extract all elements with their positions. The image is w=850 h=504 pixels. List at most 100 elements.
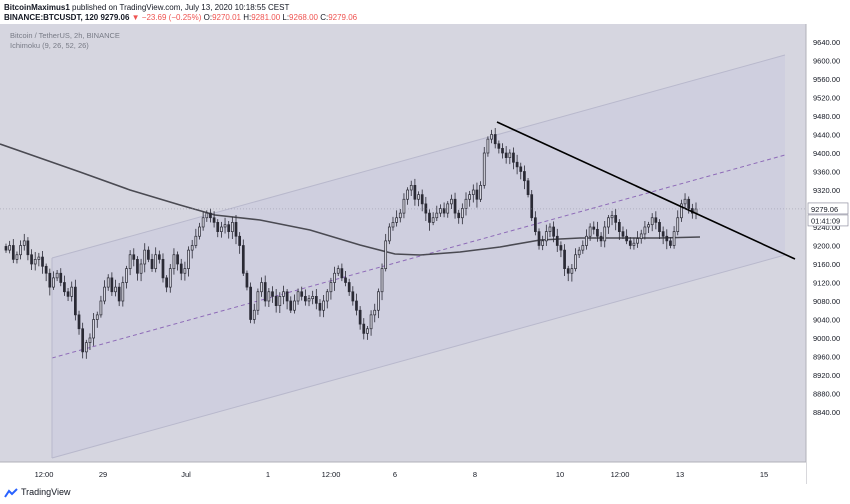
candle-body bbox=[387, 226, 391, 242]
candle-body bbox=[307, 298, 311, 302]
low-label: L: bbox=[282, 13, 290, 22]
candle-body bbox=[260, 282, 263, 293]
candle-body bbox=[687, 198, 691, 209]
candle-body bbox=[340, 268, 344, 279]
price-scale[interactable] bbox=[806, 24, 850, 484]
publish-line: BitcoinMaximus1 published on TradingView… bbox=[4, 3, 289, 12]
candle-body bbox=[59, 272, 63, 283]
candle-body bbox=[289, 300, 293, 311]
y-tick-label: 9440.00 bbox=[813, 131, 840, 140]
x-tick-label: 8 bbox=[473, 470, 477, 479]
candle-body bbox=[530, 194, 534, 219]
y-tick-label: 9160.00 bbox=[813, 260, 840, 269]
candle-body bbox=[48, 272, 52, 288]
tradingview-logo-icon bbox=[4, 487, 18, 498]
countdown-tag bbox=[807, 214, 849, 227]
candle-body bbox=[592, 226, 596, 230]
candle-body bbox=[450, 198, 453, 205]
candle-body bbox=[435, 212, 439, 219]
tradingview-watermark[interactable]: TradingView bbox=[4, 487, 71, 498]
candle-body bbox=[19, 245, 22, 256]
candle-body bbox=[256, 291, 260, 311]
candle-body bbox=[351, 291, 355, 302]
candle-body bbox=[322, 300, 325, 311]
candle-body bbox=[428, 212, 431, 223]
candle-body bbox=[650, 217, 654, 226]
y-tick-label: 8880.00 bbox=[813, 390, 840, 399]
candle-body bbox=[585, 235, 588, 246]
x-tick-label: 1 bbox=[266, 470, 270, 479]
author-name[interactable]: BitcoinMaximus1 bbox=[4, 3, 70, 12]
candle-body bbox=[610, 215, 614, 219]
candle-body bbox=[566, 268, 570, 274]
candle-body bbox=[143, 249, 147, 265]
candle-body bbox=[249, 286, 252, 320]
y-tick-label: 9200.00 bbox=[813, 242, 840, 251]
candle-body bbox=[596, 228, 599, 237]
y-tick-label: 9560.00 bbox=[813, 75, 840, 84]
candle-body bbox=[245, 272, 249, 288]
candle-body bbox=[4, 246, 8, 251]
candle-body bbox=[300, 291, 304, 297]
high-value: 9281.00 bbox=[251, 13, 281, 22]
candle-body bbox=[669, 240, 672, 246]
candle-body bbox=[110, 277, 114, 293]
candle-body bbox=[26, 240, 30, 256]
candle-body bbox=[431, 217, 435, 223]
candle-body bbox=[581, 245, 585, 251]
candle-body bbox=[614, 215, 618, 223]
price-chart[interactable]: 9640.00 9600.00 9560.00 9520.00 9480.00 9440.… bbox=[0, 24, 850, 484]
candle-body bbox=[252, 309, 256, 320]
candle-body bbox=[176, 254, 179, 265]
channel-upper-line[interactable] bbox=[51, 54, 786, 259]
candle-body bbox=[398, 212, 402, 219]
candle-body bbox=[413, 185, 417, 200]
y-tick-label: 9640.00 bbox=[813, 38, 840, 47]
candle-body bbox=[574, 254, 577, 269]
low-value: 9268.00 bbox=[289, 13, 318, 22]
candle-body bbox=[625, 235, 628, 242]
candle-body bbox=[344, 277, 347, 283]
candle-body bbox=[384, 240, 388, 269]
candle-body bbox=[603, 226, 607, 242]
y-tick-label: 9080.00 bbox=[813, 297, 840, 306]
candle-body bbox=[355, 300, 358, 311]
candle-body bbox=[33, 259, 37, 265]
candle-body bbox=[41, 256, 44, 267]
time-scale[interactable] bbox=[0, 462, 806, 484]
high-label: H: bbox=[243, 13, 252, 22]
candle-body bbox=[508, 152, 512, 158]
candle-body bbox=[150, 259, 154, 269]
candle-body bbox=[70, 286, 74, 297]
candle-body bbox=[304, 296, 307, 302]
candle-body bbox=[406, 189, 409, 200]
channel-midline[interactable] bbox=[51, 154, 786, 359]
candle-body bbox=[534, 217, 537, 232]
candle-body bbox=[318, 302, 322, 311]
candle-body bbox=[296, 291, 300, 302]
candle-body bbox=[577, 249, 581, 256]
candle-body bbox=[621, 231, 625, 237]
candle-body bbox=[541, 240, 545, 246]
candle-body bbox=[548, 226, 552, 232]
candle-body bbox=[369, 314, 373, 330]
candle-body bbox=[471, 189, 475, 195]
candle-body bbox=[420, 194, 424, 205]
candle-body bbox=[103, 286, 106, 302]
candle-body bbox=[220, 226, 223, 232]
candle-body bbox=[66, 291, 70, 297]
candle-body bbox=[333, 272, 336, 283]
candle-body bbox=[205, 212, 209, 219]
y-tick-label: 9400.00 bbox=[813, 149, 840, 158]
channel-lower-line[interactable] bbox=[51, 254, 786, 459]
indicator-legend[interactable]: Ichimoku (9, 26, 52, 26) bbox=[10, 41, 89, 50]
symbol-label: BINANCE:BTCUSDT, 120 bbox=[4, 13, 99, 22]
candle-body bbox=[241, 245, 245, 274]
candle-body bbox=[15, 254, 19, 260]
y-tick-label: 9000.00 bbox=[813, 334, 840, 343]
candle-body bbox=[464, 198, 468, 209]
candle-body bbox=[362, 323, 366, 334]
candle-body bbox=[617, 222, 621, 232]
candle-body bbox=[278, 296, 282, 306]
descending-trendline[interactable] bbox=[496, 121, 796, 260]
